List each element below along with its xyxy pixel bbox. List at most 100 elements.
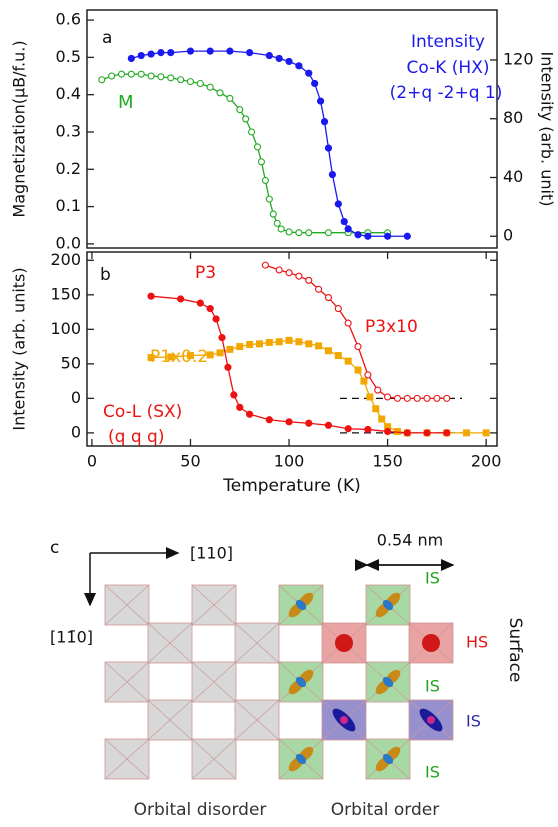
marker	[216, 89, 224, 97]
x-tick-label: 50	[180, 452, 200, 471]
orbital	[382, 676, 394, 688]
marker	[324, 144, 333, 152]
marker	[403, 232, 411, 240]
octahedron-edge	[147, 622, 193, 664]
marker	[366, 393, 374, 401]
marker	[384, 423, 392, 431]
marker	[265, 195, 273, 203]
marker	[364, 371, 372, 379]
marker	[334, 305, 342, 313]
marker	[324, 229, 333, 237]
marker	[393, 394, 402, 402]
marker	[230, 391, 238, 399]
marker	[265, 416, 273, 424]
marker	[482, 429, 490, 437]
marker	[316, 97, 325, 105]
series-line	[265, 264, 447, 400]
scale-label: 0.54 nm	[377, 531, 443, 550]
marker	[324, 347, 332, 355]
marker	[261, 176, 269, 185]
orbital	[382, 753, 394, 765]
y2-tick-label: 80	[503, 108, 523, 127]
marker	[275, 266, 283, 274]
marker	[236, 106, 244, 114]
axis-label: [110]	[190, 544, 233, 563]
marker	[246, 341, 254, 349]
marker	[177, 76, 185, 84]
y-tick-label: 0.5	[56, 47, 81, 66]
site-label: IS	[425, 677, 440, 696]
marker	[433, 394, 441, 402]
marker	[403, 394, 411, 402]
annotation: Intensity	[411, 32, 485, 52]
marker	[462, 429, 470, 437]
marker	[334, 200, 342, 208]
marker	[253, 143, 262, 151]
marker	[157, 73, 165, 81]
y-tick-label: 0.1	[56, 196, 81, 215]
marker	[167, 74, 175, 82]
octahedron-edge	[104, 584, 150, 626]
marker	[147, 72, 155, 80]
marker	[311, 79, 319, 88]
marker	[246, 410, 254, 418]
marker	[167, 353, 175, 361]
marker	[261, 261, 269, 269]
panel-label: c	[50, 538, 59, 558]
y-tick-label: 0.6	[56, 10, 81, 29]
marker	[285, 57, 293, 66]
marker	[443, 429, 451, 437]
marker	[275, 54, 283, 63]
marker	[117, 70, 126, 78]
annotation: P3x10	[365, 317, 418, 337]
marker	[147, 50, 155, 58]
site-label: IS	[425, 763, 440, 782]
caption: Orbital disorder	[134, 800, 267, 820]
marker	[305, 229, 313, 237]
marker	[384, 232, 392, 240]
octahedron-edge	[147, 699, 193, 741]
marker	[344, 225, 352, 233]
y-tick-label: 0.3	[56, 121, 81, 140]
marker	[285, 336, 293, 344]
octahedron-edge	[234, 699, 280, 741]
x-tick-label: 150	[372, 452, 403, 471]
surface-label: Surface	[505, 618, 525, 683]
orbital	[382, 599, 394, 611]
x-tick-label: 100	[274, 452, 305, 471]
marker	[242, 115, 250, 123]
marker	[315, 342, 323, 350]
marker	[236, 343, 244, 351]
marker	[423, 429, 431, 437]
marker	[403, 429, 411, 437]
octahedron-edge	[191, 738, 237, 780]
y-tick-label: 0	[71, 388, 81, 407]
marker	[384, 393, 392, 401]
y2-tick-label: 40	[503, 167, 523, 186]
marker	[137, 70, 145, 78]
marker	[354, 231, 362, 239]
orbital	[340, 716, 348, 724]
marker	[127, 54, 135, 63]
marker	[344, 319, 352, 327]
marker	[265, 338, 273, 346]
y-tick-label: 0	[71, 422, 81, 441]
marker	[344, 425, 352, 433]
marker	[196, 299, 204, 307]
orbital	[295, 753, 307, 765]
marker	[340, 217, 348, 226]
octahedron-edge	[104, 738, 150, 780]
y-tick-label: 0.2	[56, 159, 81, 178]
marker	[255, 340, 263, 348]
annotation: (q q q)	[108, 427, 164, 447]
diagram	[104, 584, 454, 780]
series-line	[101, 73, 388, 234]
marker	[218, 334, 226, 342]
marker	[423, 394, 431, 402]
plot-frame	[86, 9, 498, 249]
marker	[364, 425, 372, 434]
annotation: b	[100, 265, 111, 285]
marker	[137, 51, 145, 60]
